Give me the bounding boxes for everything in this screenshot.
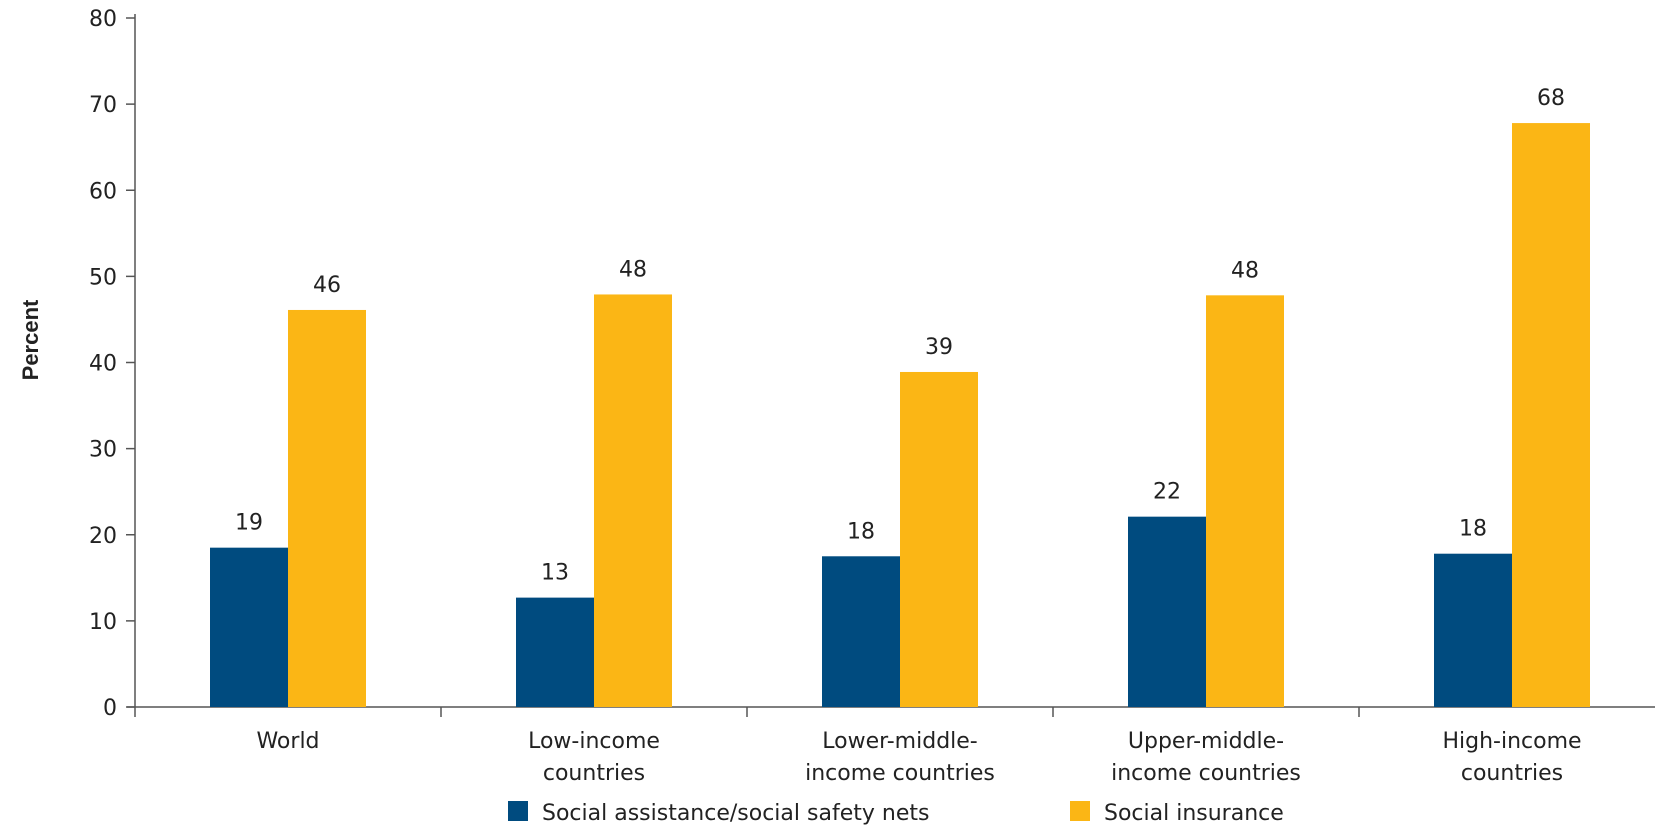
- bar-social-assistance: [1128, 516, 1206, 707]
- bar-social-assistance: [822, 556, 900, 707]
- legend-swatch: [508, 801, 528, 821]
- legend-label: Social assistance/social safety nets: [542, 801, 929, 826]
- data-label: 18: [1459, 517, 1487, 542]
- bar-social-insurance: [1512, 123, 1590, 707]
- y-tick-label: 70: [89, 93, 117, 118]
- data-label: 39: [925, 335, 953, 360]
- bar-social-assistance: [1434, 553, 1512, 707]
- y-tick-label: 0: [103, 696, 117, 721]
- data-label: 13: [541, 561, 569, 586]
- data-label: 46: [313, 273, 341, 298]
- bar-social-insurance: [1206, 295, 1284, 707]
- x-category-label: High-income: [1442, 729, 1581, 754]
- y-tick-label: 10: [89, 610, 117, 635]
- data-label: 48: [1231, 258, 1259, 283]
- data-label: 48: [619, 257, 647, 282]
- y-tick-label: 50: [89, 265, 117, 290]
- y-tick-label: 20: [89, 524, 117, 549]
- y-tick-label: 40: [89, 352, 117, 377]
- y-tick-label: 30: [89, 438, 117, 463]
- bar-social-insurance: [594, 294, 672, 707]
- axes: 0 10 20 30 40 50 60 70 80 World Low-income countrie…: [89, 7, 1655, 786]
- legend-swatch: [1070, 801, 1090, 821]
- legend: Social assistance/social safety nets Soci…: [508, 801, 1284, 826]
- x-category-label: income countries: [805, 761, 995, 786]
- x-category-label: Upper-middle-: [1128, 729, 1284, 754]
- x-category-label: income countries: [1111, 761, 1301, 786]
- y-tick-label: 80: [89, 7, 117, 32]
- x-category-label: countries: [543, 761, 645, 786]
- data-label: 68: [1537, 86, 1565, 111]
- bar-social-assistance: [210, 547, 288, 707]
- data-label: 18: [847, 519, 875, 544]
- x-category-label: Low-income: [528, 729, 660, 754]
- x-category-label: countries: [1461, 761, 1563, 786]
- legend-label: Social insurance: [1104, 801, 1284, 826]
- bar-social-insurance: [288, 309, 366, 707]
- y-tick-label: 60: [89, 179, 117, 204]
- y-axis-label: Percent: [18, 299, 43, 380]
- data-label: 22: [1153, 480, 1181, 505]
- bar-social-insurance: [900, 371, 978, 707]
- bars: 19 46 13 48 18 39 22 48 18 68: [210, 86, 1590, 707]
- x-category-label: Lower-middle-: [822, 729, 978, 754]
- data-label: 19: [235, 511, 263, 536]
- x-category-label: World: [256, 729, 319, 754]
- bar-social-assistance: [516, 597, 594, 707]
